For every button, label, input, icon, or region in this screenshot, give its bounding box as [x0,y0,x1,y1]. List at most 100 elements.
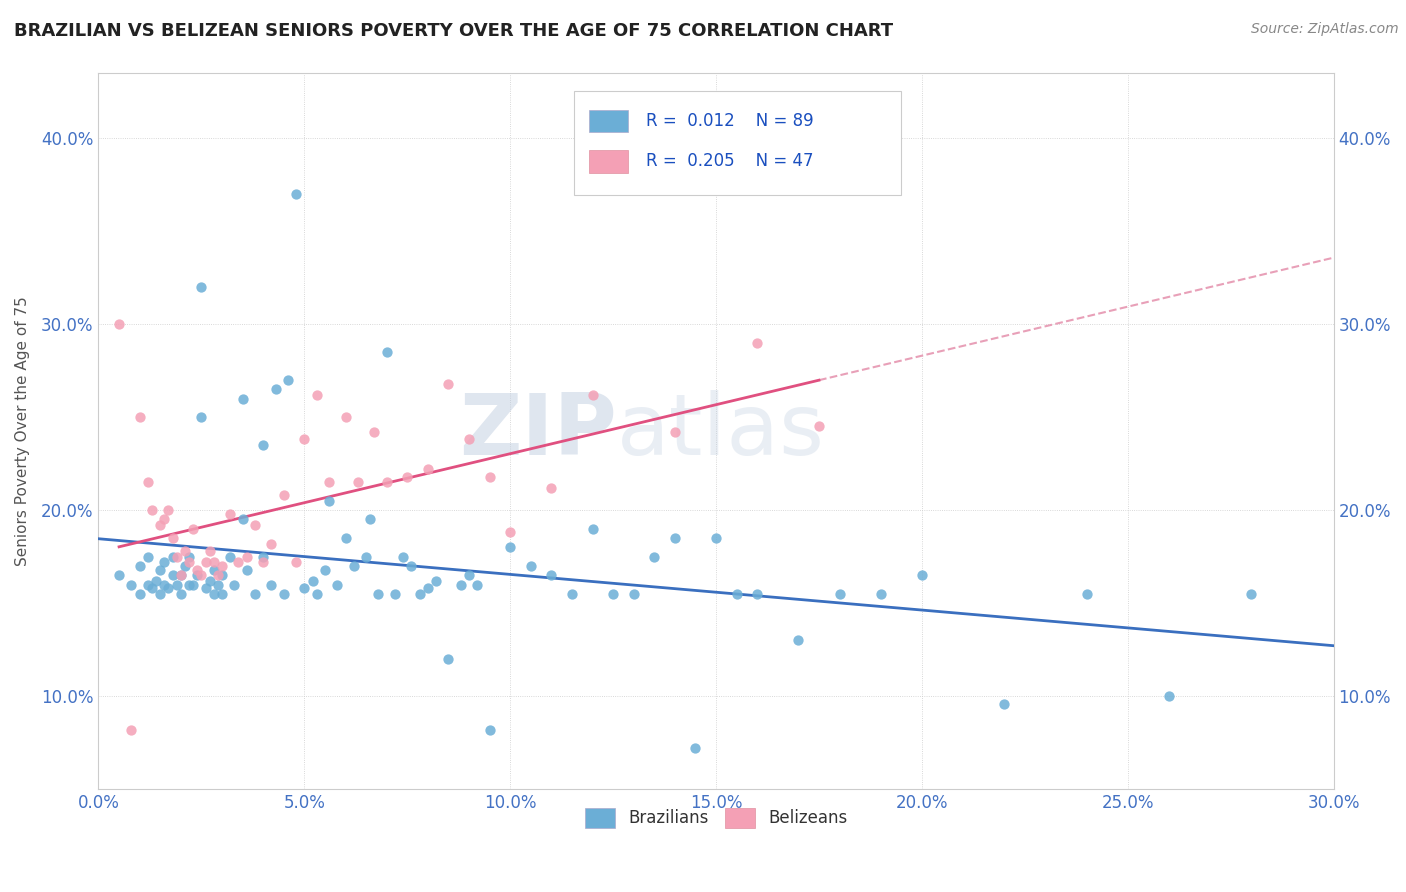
Text: ZIP: ZIP [460,390,617,473]
Point [401,559,423,574]
Point [367,587,389,601]
Point [465,577,488,591]
Point [273,587,295,601]
Point [260,577,283,591]
Point [437,376,460,391]
Point [685,741,707,756]
Point [228,555,250,569]
Point [450,577,472,591]
Point [643,549,665,564]
Point [292,582,315,596]
Point [807,419,830,434]
Point [141,503,163,517]
Bar [589,110,628,132]
Point [392,549,415,564]
Point [108,568,131,582]
Legend: Brazilians, Belizeans: Brazilians, Belizeans [578,801,855,835]
Point [166,549,188,564]
Point [747,587,769,601]
Point [540,568,562,582]
Point [354,549,377,564]
Point [153,555,176,569]
Point [141,582,163,596]
Point [232,512,254,526]
Point [359,512,381,526]
Point [1157,689,1180,703]
Point [305,587,328,601]
Point [363,425,385,439]
Point [194,582,217,596]
Point [869,587,891,601]
Point [202,563,225,577]
Point [207,568,229,582]
Point [149,518,172,533]
Point [725,587,748,601]
Point [207,577,229,591]
Point [425,574,447,588]
Point [416,462,439,476]
Point [285,555,308,569]
Point [375,475,398,490]
Point [581,522,603,536]
Point [243,518,266,533]
Point [149,587,172,601]
Point [458,433,481,447]
Point [520,559,543,574]
Point [219,507,242,521]
Point [911,568,934,582]
Point [128,559,150,574]
Point [1076,587,1098,601]
Point [252,438,274,452]
Point [243,587,266,601]
Point [162,531,184,545]
Point [318,494,340,508]
Point [128,587,150,601]
Point [174,544,197,558]
Point [181,522,204,536]
Point [252,549,274,564]
Point [292,433,315,447]
Point [347,475,370,490]
Point [478,723,501,737]
Point [277,373,299,387]
Point [252,555,274,569]
Point [157,582,180,596]
Point [260,536,283,550]
Point [664,425,686,439]
Point [384,587,406,601]
Point [375,345,398,359]
Point [458,568,481,582]
Point [186,568,208,582]
Point [1240,587,1263,601]
Point [561,587,583,601]
Point [540,481,562,495]
Text: BRAZILIAN VS BELIZEAN SENIORS POVERTY OVER THE AGE OF 75 CORRELATION CHART: BRAZILIAN VS BELIZEAN SENIORS POVERTY OV… [14,22,893,40]
Point [174,559,197,574]
Point [664,531,686,545]
Point [136,475,159,490]
FancyBboxPatch shape [574,91,901,194]
Point [202,555,225,569]
Point [335,410,357,425]
Point [623,587,645,601]
Point [162,549,184,564]
Point [157,503,180,517]
Point [162,568,184,582]
Point [190,410,212,425]
Point [181,577,204,591]
Point [120,577,142,591]
Text: R =  0.012    N = 89: R = 0.012 N = 89 [645,112,813,130]
Point [198,574,221,588]
Point [153,512,176,526]
Point [264,382,287,396]
Point [235,549,257,564]
Text: Source: ZipAtlas.com: Source: ZipAtlas.com [1251,22,1399,37]
Text: R =  0.205    N = 47: R = 0.205 N = 47 [645,152,813,170]
Point [145,574,167,588]
Bar [589,150,628,172]
Point [335,531,357,545]
Point [136,577,159,591]
Point [305,388,328,402]
Point [170,568,193,582]
Point [416,582,439,596]
